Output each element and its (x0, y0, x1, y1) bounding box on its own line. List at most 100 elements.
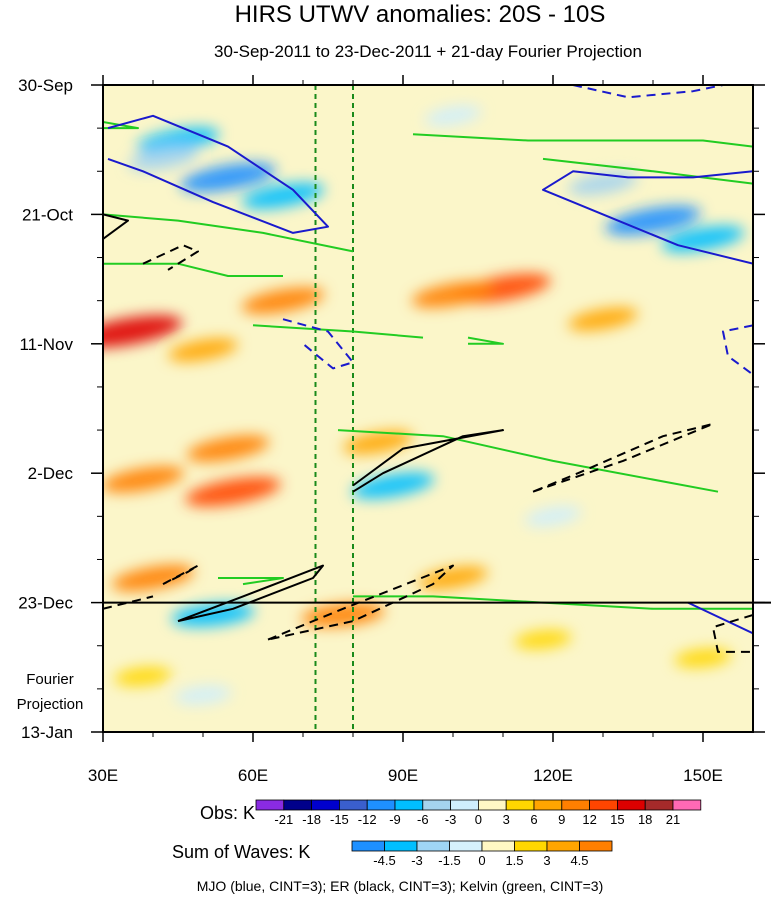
colorbar-swatch (366, 799, 396, 811)
anomaly-feature (524, 506, 582, 527)
anomaly-feature (424, 105, 482, 127)
waves-legend: Sum of Waves: K -4.5 -3 -1.5 0 1.5 3 4.5 (172, 840, 613, 868)
colorbar-swatch (384, 840, 418, 852)
anomaly-feature (174, 685, 232, 705)
y-tick-label: 13-Jan (21, 723, 73, 742)
anomaly-feature (111, 564, 195, 592)
chart-subtitle: 30-Sep-2011 to 23-Dec-2011 + 21-day Four… (214, 42, 642, 61)
colorbar-label: -1.5 (438, 853, 460, 868)
axes: 30E 60E 90E 120E 150E 30-Sep 21-Oct 11-Nov 2-Dec… (18, 75, 765, 785)
anomaly-feature (128, 147, 198, 171)
colorbar-swatch (505, 799, 535, 811)
plot-frame (102, 84, 754, 733)
waves-legend-label: Sum of Waves: K (172, 842, 310, 862)
colorbar-swatch (546, 840, 580, 852)
anomaly-feature (241, 287, 325, 314)
x-tick-label: 120E (533, 766, 573, 785)
colorbar-label: 0 (475, 812, 482, 827)
colorbar-swatch (561, 799, 590, 811)
anomaly-feature (168, 338, 238, 362)
obs-legend: Obs: K -21 -18 -15 -12 -9 -6 -3 0 3 6 9 12 15 18 21 (200, 799, 702, 827)
colorbar-swatch (533, 799, 563, 811)
kelvin-contour (467, 336, 504, 345)
colorbar-swatch (477, 799, 507, 811)
anomaly-feature (674, 648, 732, 668)
mjo-contour (107, 114, 329, 234)
y-tick-label: 21-Oct (22, 205, 73, 224)
plot-area (102, 84, 771, 733)
anomaly-feature (103, 315, 183, 348)
colorbar-label: -21 (274, 812, 293, 827)
waves-colorbar: -4.5 -3 -1.5 0 1.5 3 4.5 (351, 840, 613, 868)
colorbar-swatch (351, 840, 385, 852)
colorbar-swatch (644, 799, 674, 811)
colorbar-swatch (449, 840, 483, 852)
x-tick-label: 60E (238, 766, 268, 785)
colorbar-label: 15 (610, 812, 624, 827)
colorbar-swatch (514, 840, 548, 852)
x-tick-label: 90E (388, 766, 418, 785)
colorbar-label: 3 (543, 853, 550, 868)
colorbar-label: 0 (478, 853, 485, 868)
x-tick-label: 150E (683, 766, 723, 785)
colorbar-swatch (579, 840, 613, 852)
colorbar-label: 1.5 (505, 853, 523, 868)
anomaly-feature (343, 430, 413, 455)
colorbar-label: -4.5 (373, 853, 395, 868)
colorbar-swatch (255, 799, 285, 811)
colorbar-label: -6 (417, 812, 429, 827)
colorbar-label: 12 (582, 812, 596, 827)
y-tick-label: 11-Nov (19, 335, 73, 354)
er-contour (103, 595, 154, 610)
colorbar-swatch (617, 799, 646, 811)
colorbar-label: -3 (411, 853, 423, 868)
anomaly-feature (605, 205, 701, 236)
kelvin-contour (252, 324, 424, 339)
er-contour (162, 564, 199, 585)
er-contour (352, 429, 504, 493)
anomaly-feature (185, 477, 281, 507)
anomaly-feature (411, 281, 495, 308)
kelvin-contour (103, 121, 139, 130)
colorbar-label: -15 (330, 812, 349, 827)
colorbar-label: 6 (530, 812, 537, 827)
y-tick-label: 23-Dec (18, 594, 73, 613)
mjo-contour (687, 601, 753, 635)
er-contour (267, 564, 454, 641)
colorbar-swatch (450, 799, 479, 811)
mjo-contour (572, 85, 724, 99)
kelvin-contour (412, 133, 753, 148)
anomaly-feature (241, 182, 325, 210)
colorbar-label: 21 (666, 812, 680, 827)
anomaly-feature (301, 603, 385, 627)
projection-label-line2: Projection (17, 696, 84, 713)
colorbar-label: -9 (389, 812, 401, 827)
er-contour (103, 213, 129, 240)
colorbar-label: -3 (445, 812, 457, 827)
kelvin-contour (337, 429, 719, 493)
projection-label-line1: Fourier (26, 671, 74, 688)
colorbar-label: 18 (638, 812, 652, 827)
kelvin-contour (103, 262, 283, 277)
colorbar-swatch (394, 799, 424, 811)
chart-title: HIRS UTWV anomalies: 20S - 10S (235, 1, 606, 28)
er-contour (712, 613, 753, 653)
anomaly-feature (180, 162, 276, 193)
y-tick-label: 2-Dec (28, 464, 74, 483)
anomaly-feature (114, 667, 172, 687)
anomaly-feature (186, 435, 270, 462)
colorbar-swatch (672, 799, 702, 811)
obs-legend-label: Obs: K (200, 803, 255, 823)
colorbar-swatch (416, 840, 450, 852)
colorbar-swatch (338, 799, 368, 811)
colorbar-swatch (481, 840, 515, 852)
mjo-contour (542, 170, 753, 265)
er-contour (142, 244, 199, 271)
anomaly-feature (568, 307, 638, 331)
kelvin-contour (103, 213, 354, 253)
anomaly-feature (351, 472, 435, 499)
contour-note: MJO (blue, CINT=3); ER (black, CINT=3); … (197, 878, 604, 894)
y-tick-label: 30-Sep (18, 76, 73, 95)
kelvin-contour (542, 157, 753, 185)
